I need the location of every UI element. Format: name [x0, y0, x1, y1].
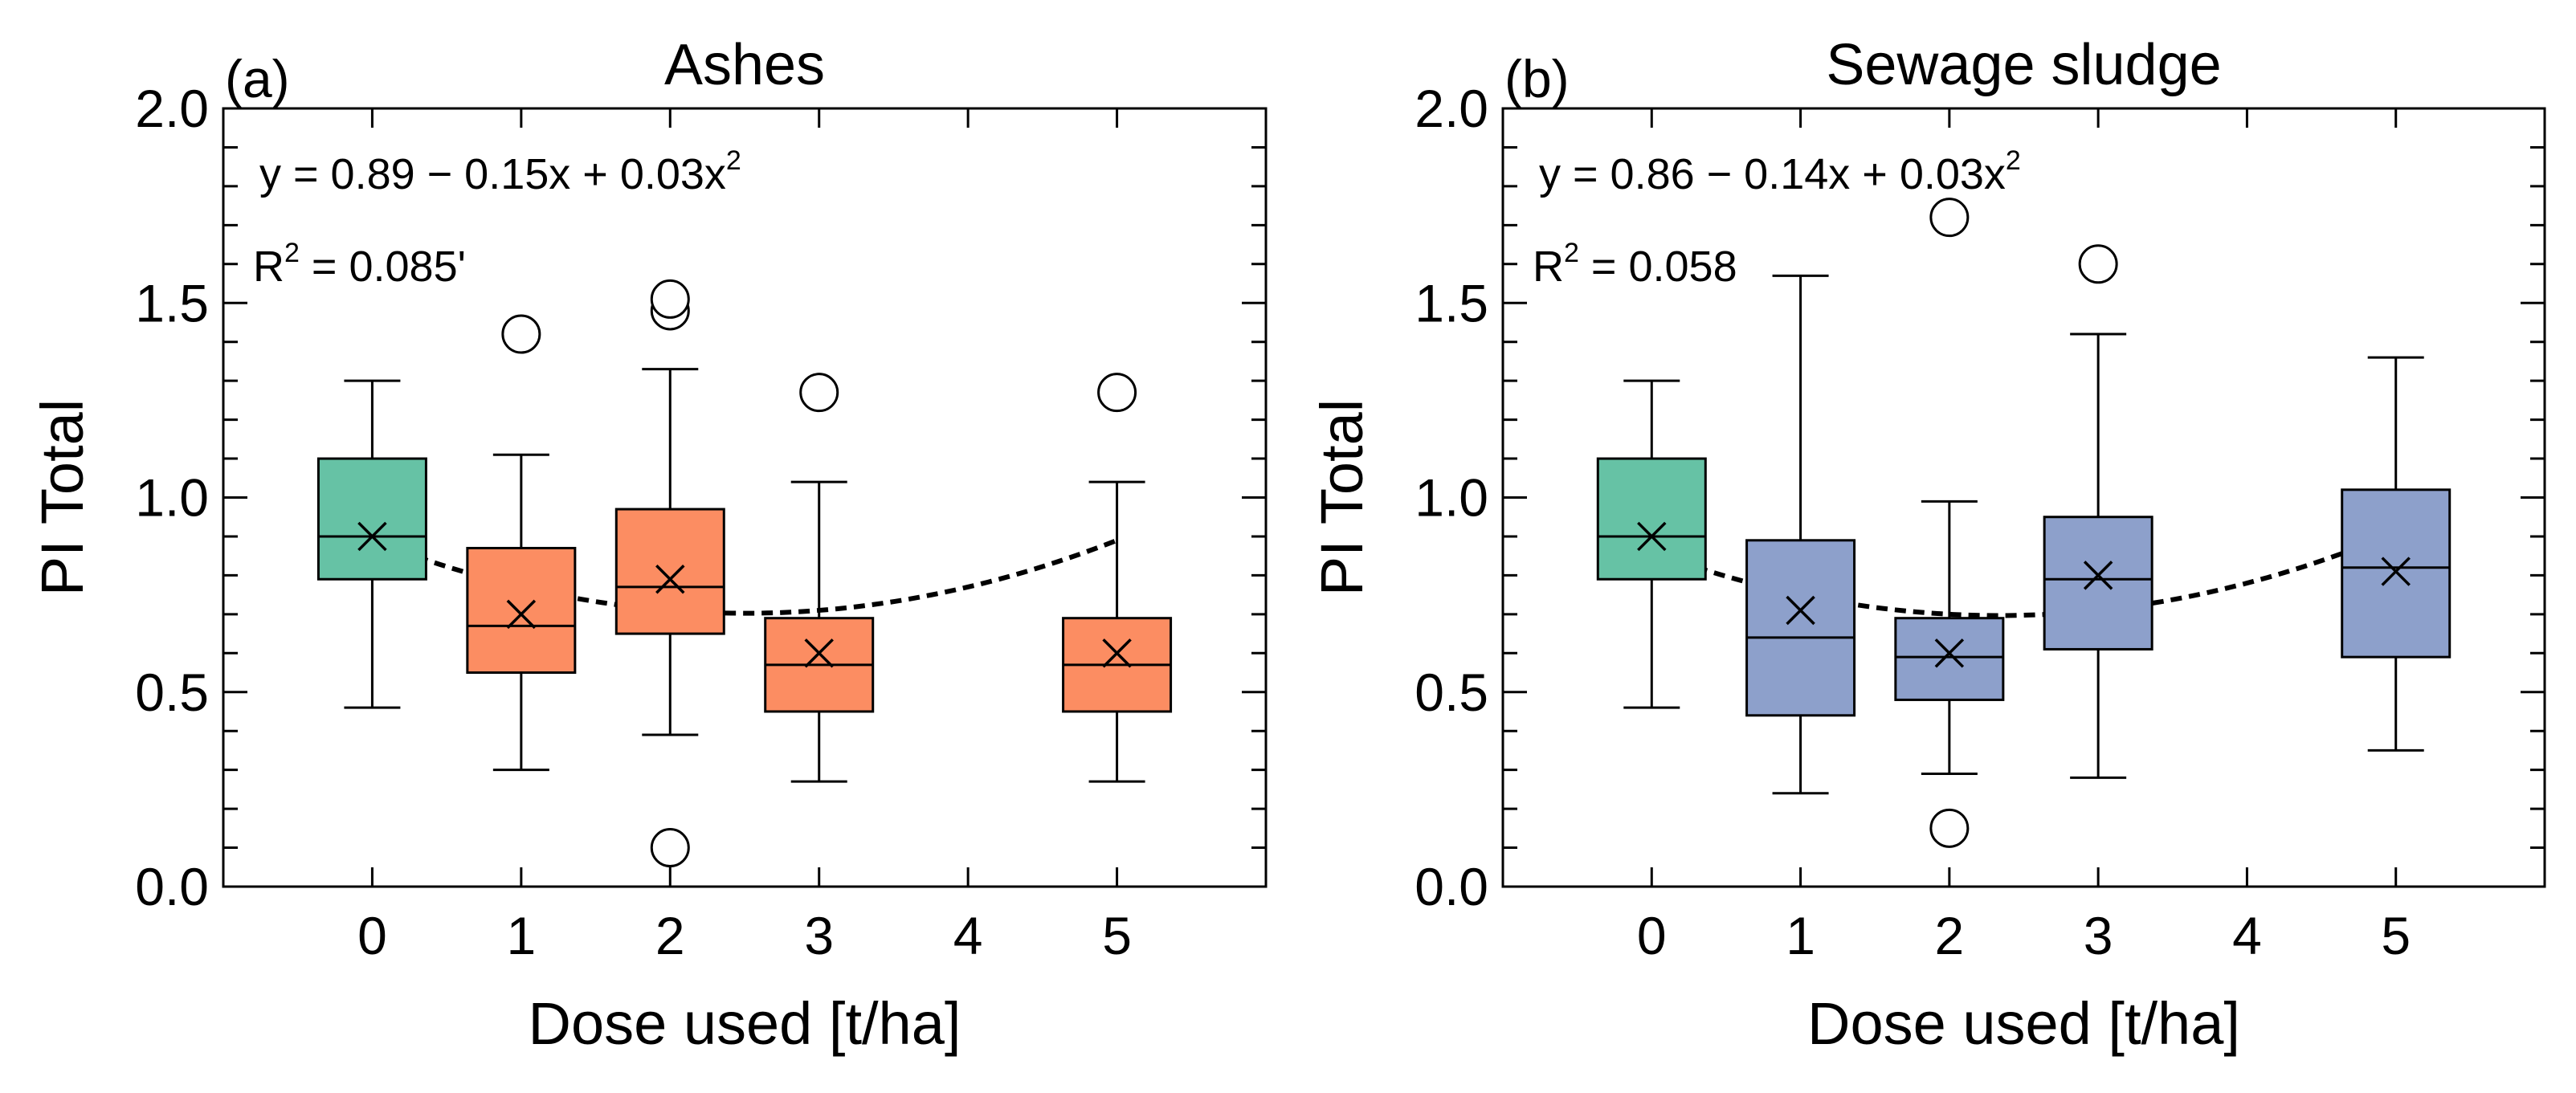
y-tick-label: 0.0: [135, 857, 209, 916]
y-axis-label: PI Total: [1308, 399, 1375, 596]
x-tick-label: 4: [2232, 906, 2262, 965]
x-tick-label: 2: [1934, 906, 1964, 965]
box-dose-5: [2341, 356, 2451, 752]
box-dose-1: [1745, 274, 1856, 795]
box-dose-0: [1596, 379, 1707, 709]
r2-text: R2 = 0.058: [1533, 238, 1737, 291]
box-dose-2: [614, 279, 725, 868]
mean-marker: [506, 599, 537, 630]
outlier-point: [2078, 244, 2118, 284]
panel-letter: (a): [225, 49, 290, 108]
box-dose-1: [466, 314, 577, 772]
equation-main: y = 0.86 − 0.14x + 0.03x: [1539, 150, 2006, 198]
x-axis-label: Dose used [t/ha]: [529, 990, 961, 1057]
equation-text: y = 0.89 − 0.15x + 0.03x2: [259, 145, 741, 198]
mean-marker: [2083, 561, 2113, 590]
panel-title: Sewage sludge: [1826, 33, 2221, 97]
x-tick-label: 1: [1786, 906, 1815, 965]
mean-marker: [357, 521, 387, 552]
y-axis-label: PI Total: [29, 399, 96, 596]
mean-marker: [804, 638, 834, 668]
x-tick-label: 3: [804, 906, 834, 965]
r2-exponent: 2: [1564, 238, 1579, 268]
x-tick-label: 2: [655, 906, 685, 965]
mean-marker: [655, 565, 685, 594]
panel-a: 0.0 0.5 1.0 1.5 2.0 0 1 2 3 4 5 Dose used [t/ha] PI …: [29, 33, 1268, 1057]
mean-marker: [1786, 595, 1815, 626]
y-tick-label: 1.5: [1415, 273, 1488, 332]
panel-letter: (b): [1504, 49, 1570, 108]
box-iqr: [2043, 516, 2153, 650]
box-iqr: [614, 508, 725, 635]
r2-exponent: 2: [284, 238, 300, 268]
equation-exponent: 2: [726, 145, 741, 176]
y-tick-label: 0.5: [1415, 663, 1488, 722]
outlier-point: [501, 314, 541, 354]
panel-b: 0.0 0.5 1.0 1.5 2.0 0 1 2 3 4 5 Dose used [t/ha] PI …: [1308, 33, 2546, 1057]
y-tick-label: 2.0: [135, 79, 209, 138]
equation-text: y = 0.86 − 0.14x + 0.03x2: [1539, 145, 2021, 198]
outlier-point: [1929, 198, 1970, 238]
equation-exponent: 2: [2006, 145, 2021, 176]
box-dose-3: [764, 373, 875, 783]
equation-main: y = 0.89 − 0.15x + 0.03x: [259, 150, 726, 198]
box-iqr: [2341, 488, 2451, 659]
mean-marker: [1934, 638, 1965, 668]
y-tick-label: 1.0: [1415, 468, 1488, 528]
outlier-point: [1097, 373, 1137, 413]
y-tick-label: 1.5: [135, 273, 209, 332]
box-iqr: [1596, 457, 1707, 581]
box-iqr: [316, 457, 427, 581]
x-tick-label: 1: [506, 906, 536, 965]
box-iqr: [1745, 539, 1856, 717]
y-tick-label: 2.0: [1415, 79, 1488, 138]
outlier-point: [650, 279, 690, 319]
r2-prefix: R: [1533, 243, 1564, 291]
r2-value: = 0.058: [1579, 243, 1737, 291]
r2-text: R2 = 0.085': [253, 238, 466, 291]
outlier-point: [650, 828, 690, 868]
x-tick-label: 0: [357, 906, 387, 965]
box-iqr: [1894, 617, 2005, 701]
x-tick-label: 5: [2381, 906, 2411, 965]
box-iqr: [466, 546, 577, 675]
y-tick-label: 1.0: [135, 468, 209, 528]
outlier-point: [1929, 808, 1970, 848]
x-tick-label: 0: [1637, 906, 1667, 965]
box-dose-2: [1894, 198, 2005, 848]
mean-marker: [2381, 557, 2411, 586]
box-dose-3: [2043, 244, 2153, 779]
outlier-point: [799, 373, 839, 413]
mean-marker: [1102, 638, 1132, 668]
box-dose-5: [1062, 373, 1173, 783]
x-tick-label: 3: [2084, 906, 2113, 965]
y-tick-label: 0.0: [1415, 857, 1488, 916]
x-tick-label: 4: [953, 906, 983, 965]
x-tick-label: 5: [1102, 906, 1132, 965]
box-dose-0: [316, 379, 427, 709]
panel-title: Ashes: [664, 33, 825, 97]
r2-value: = 0.085': [300, 243, 466, 291]
r2-prefix: R: [253, 243, 284, 291]
x-axis-label: Dose used [t/ha]: [1807, 990, 2240, 1057]
mean-marker: [1637, 521, 1667, 552]
y-tick-label: 0.5: [135, 663, 209, 722]
